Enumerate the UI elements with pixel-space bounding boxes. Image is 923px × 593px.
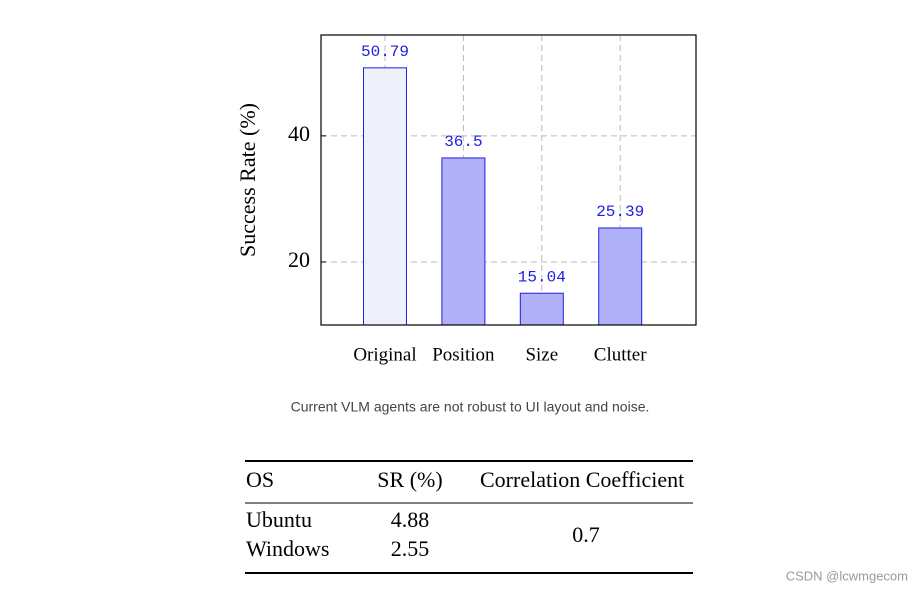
y-tick-label: 40	[288, 121, 310, 146]
y-tick-label: 20	[288, 247, 310, 272]
table-cell: Windows	[246, 536, 329, 561]
bar	[363, 67, 407, 326]
watermark: CSDN @lcwmgecom	[786, 568, 908, 583]
bar	[598, 227, 643, 326]
table-header: Correlation Coefficient	[480, 467, 684, 492]
bar-value-label: 25.39	[596, 203, 644, 221]
bar	[441, 157, 486, 326]
bar-value-label: 15.04	[518, 268, 566, 286]
plot-frame	[320, 34, 697, 326]
x-tick-label: Size	[525, 344, 558, 365]
table-cell: 0.7	[572, 522, 600, 547]
bar-value-label: 36.5	[444, 133, 482, 151]
x-tick-label: Original	[353, 344, 416, 365]
table-cell: 2.55	[391, 536, 430, 561]
caption: Current VLM agents are not robust to UI …	[291, 399, 650, 415]
x-tick-label: Clutter	[594, 344, 647, 365]
y-axis-label: Success Rate (%)	[235, 103, 260, 257]
table-header: OS	[246, 467, 274, 492]
x-tick-label: Position	[432, 344, 495, 365]
table-cell: 4.88	[391, 507, 430, 532]
bar	[519, 292, 564, 326]
bar-value-label: 50.79	[361, 43, 409, 61]
table-header: SR (%)	[377, 467, 442, 492]
table-cell: Ubuntu	[246, 507, 312, 532]
